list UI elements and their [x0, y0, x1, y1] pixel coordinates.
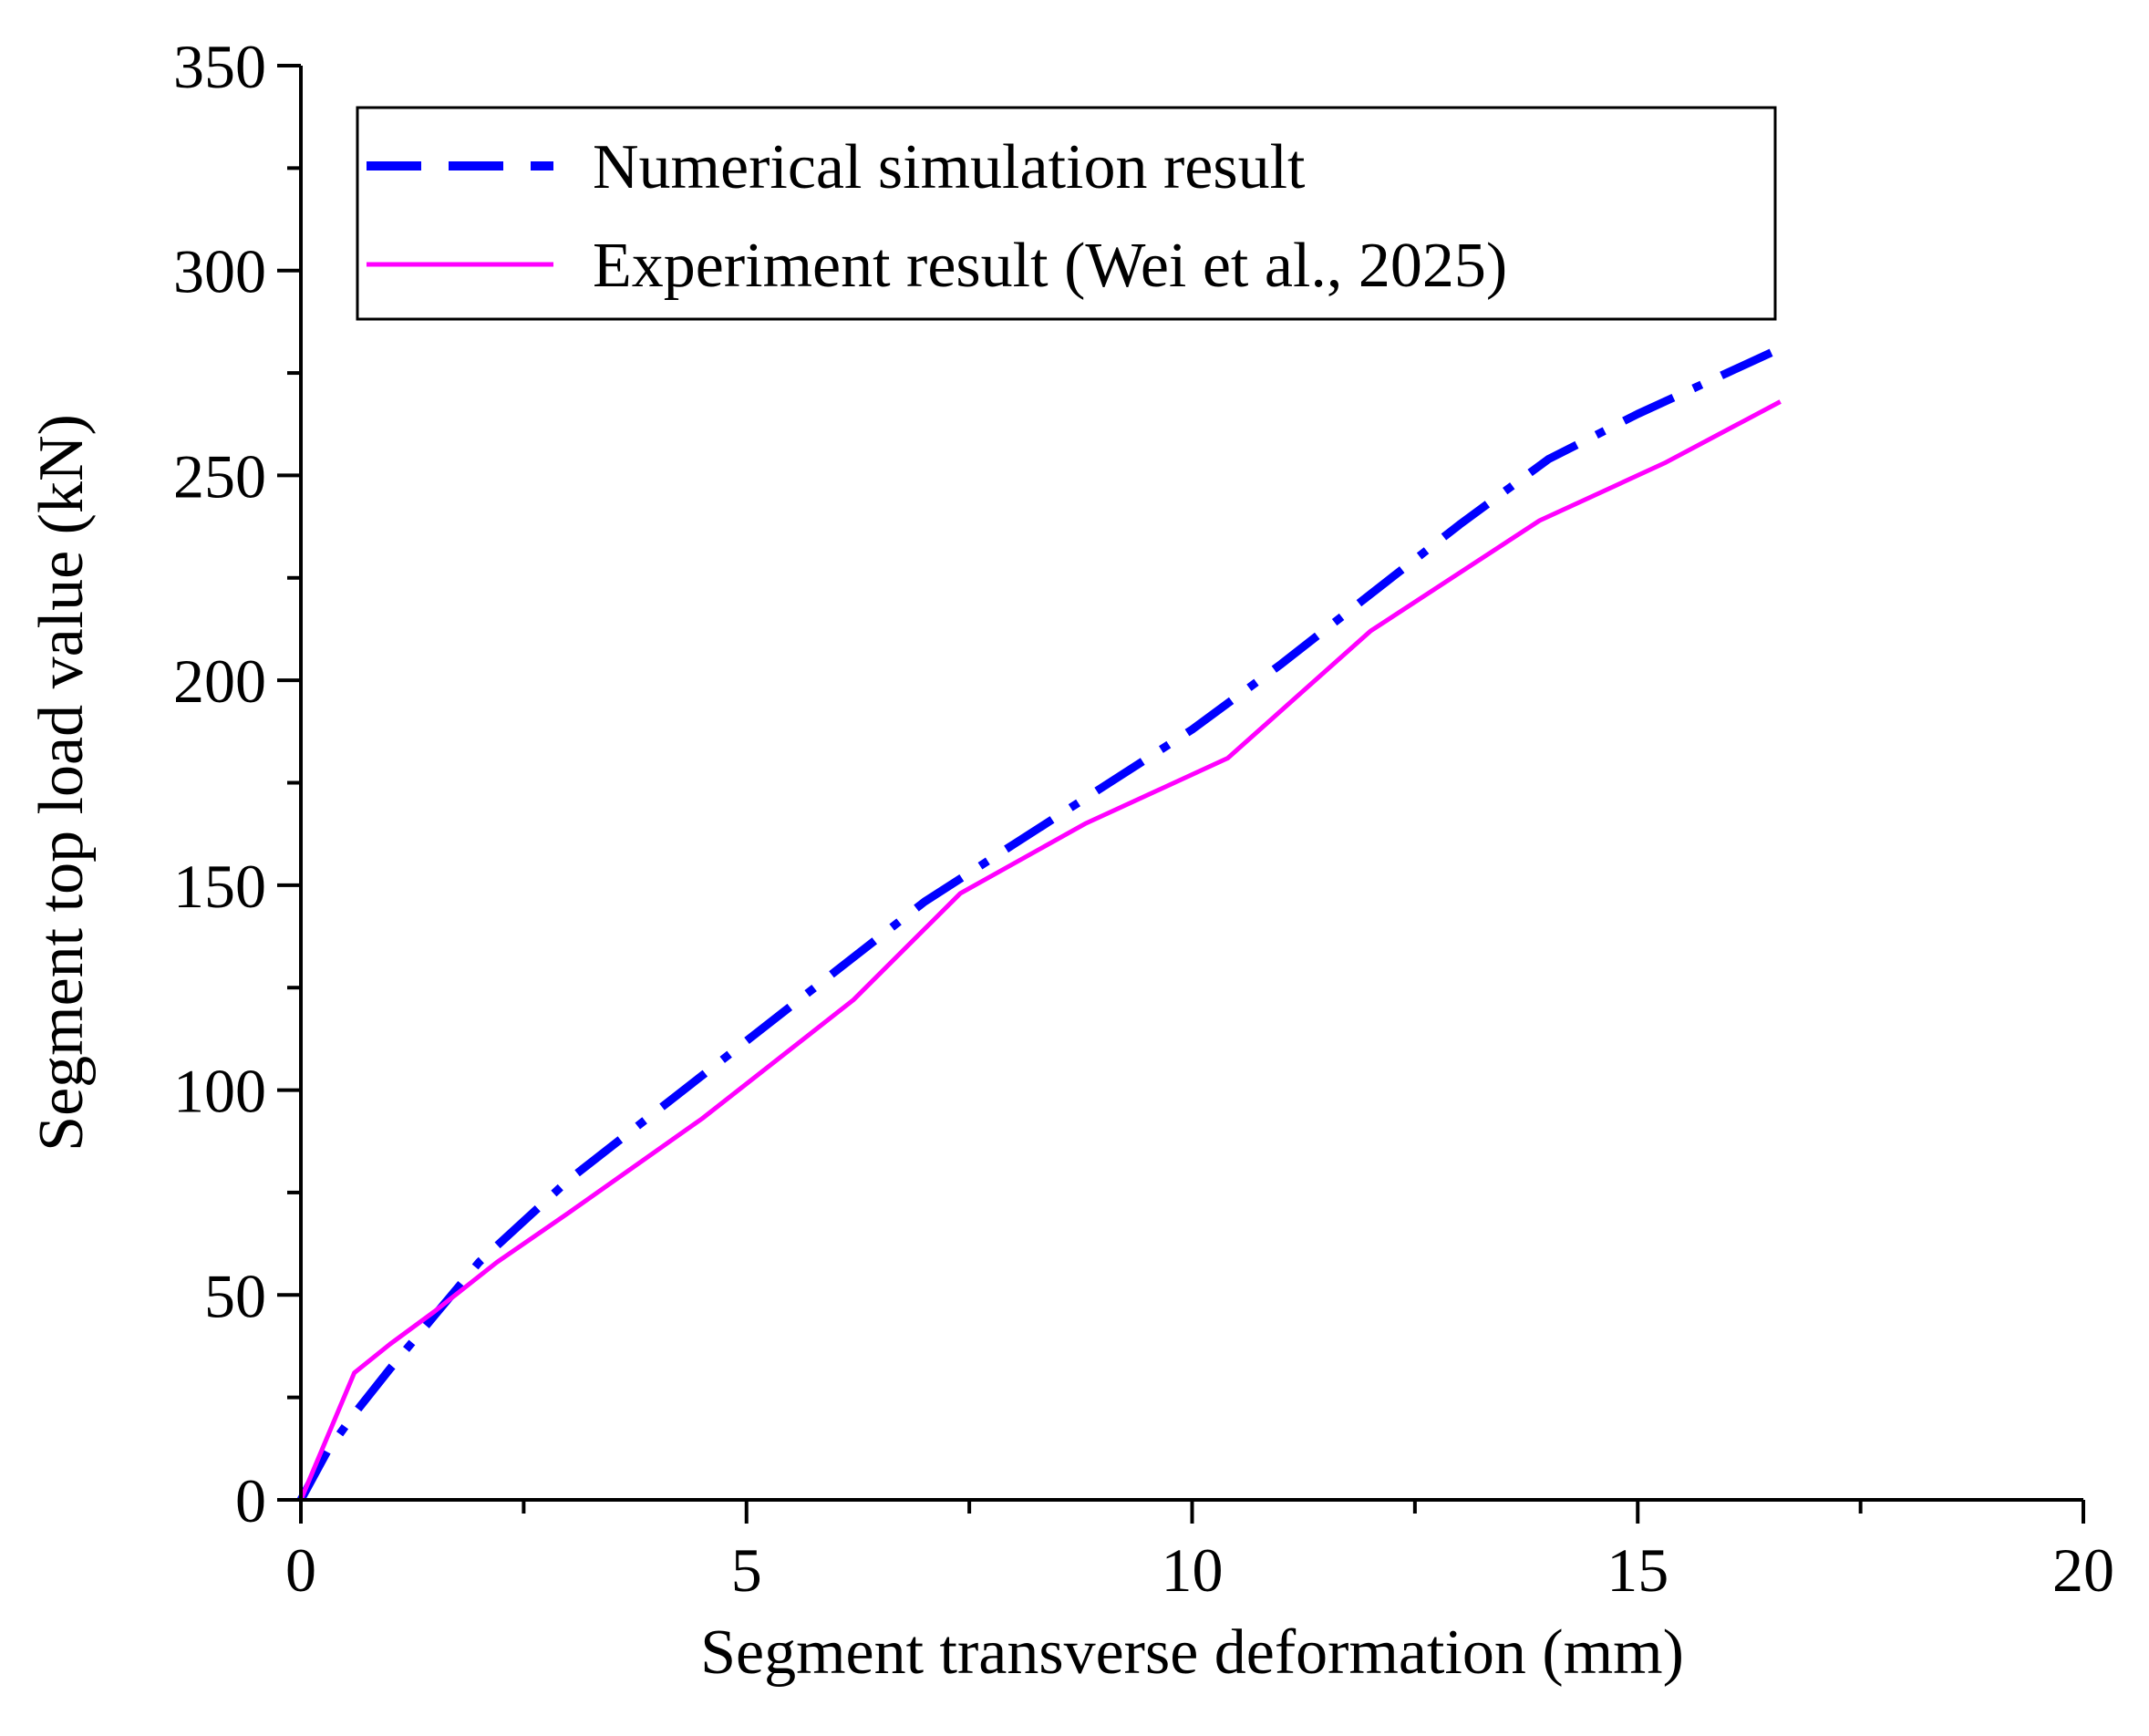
x-axis-label: Segment transverse deformation (mm): [700, 1617, 1684, 1688]
y-tick-label: 150: [173, 852, 266, 921]
legend-label-numerical: Numerical simulation result: [593, 132, 1306, 202]
y-tick-label: 0: [235, 1466, 266, 1535]
y-tick-label: 300: [173, 237, 266, 306]
x-tick-label: 5: [731, 1535, 762, 1605]
x-tick-label: 15: [1607, 1535, 1669, 1605]
x-tick-label: 10: [1162, 1535, 1224, 1605]
x-tick-label: 20: [2052, 1535, 2114, 1605]
x-tick-label: 0: [285, 1535, 316, 1605]
labels-layer: Segment transverse deformation (mm) Segm…: [26, 414, 1684, 1688]
y-tick-label: 100: [173, 1057, 266, 1126]
numerical-simulation-line: [297, 348, 1773, 1503]
y-axis-label: Segment top load value (kN): [26, 414, 97, 1152]
y-tick-label: 350: [173, 32, 266, 101]
y-tick-label: 200: [173, 646, 266, 716]
legend-box: [356, 106, 1777, 321]
y-tick-label: 250: [173, 441, 266, 511]
legend-label-experiment: Experiment result (Wei et al., 2025): [593, 231, 1507, 301]
y-tick-label: 50: [204, 1261, 266, 1330]
experiment-line: [298, 399, 1782, 1501]
series-layer: [297, 348, 1782, 1503]
legend: Numerical simulation result Experiment r…: [356, 106, 1777, 321]
